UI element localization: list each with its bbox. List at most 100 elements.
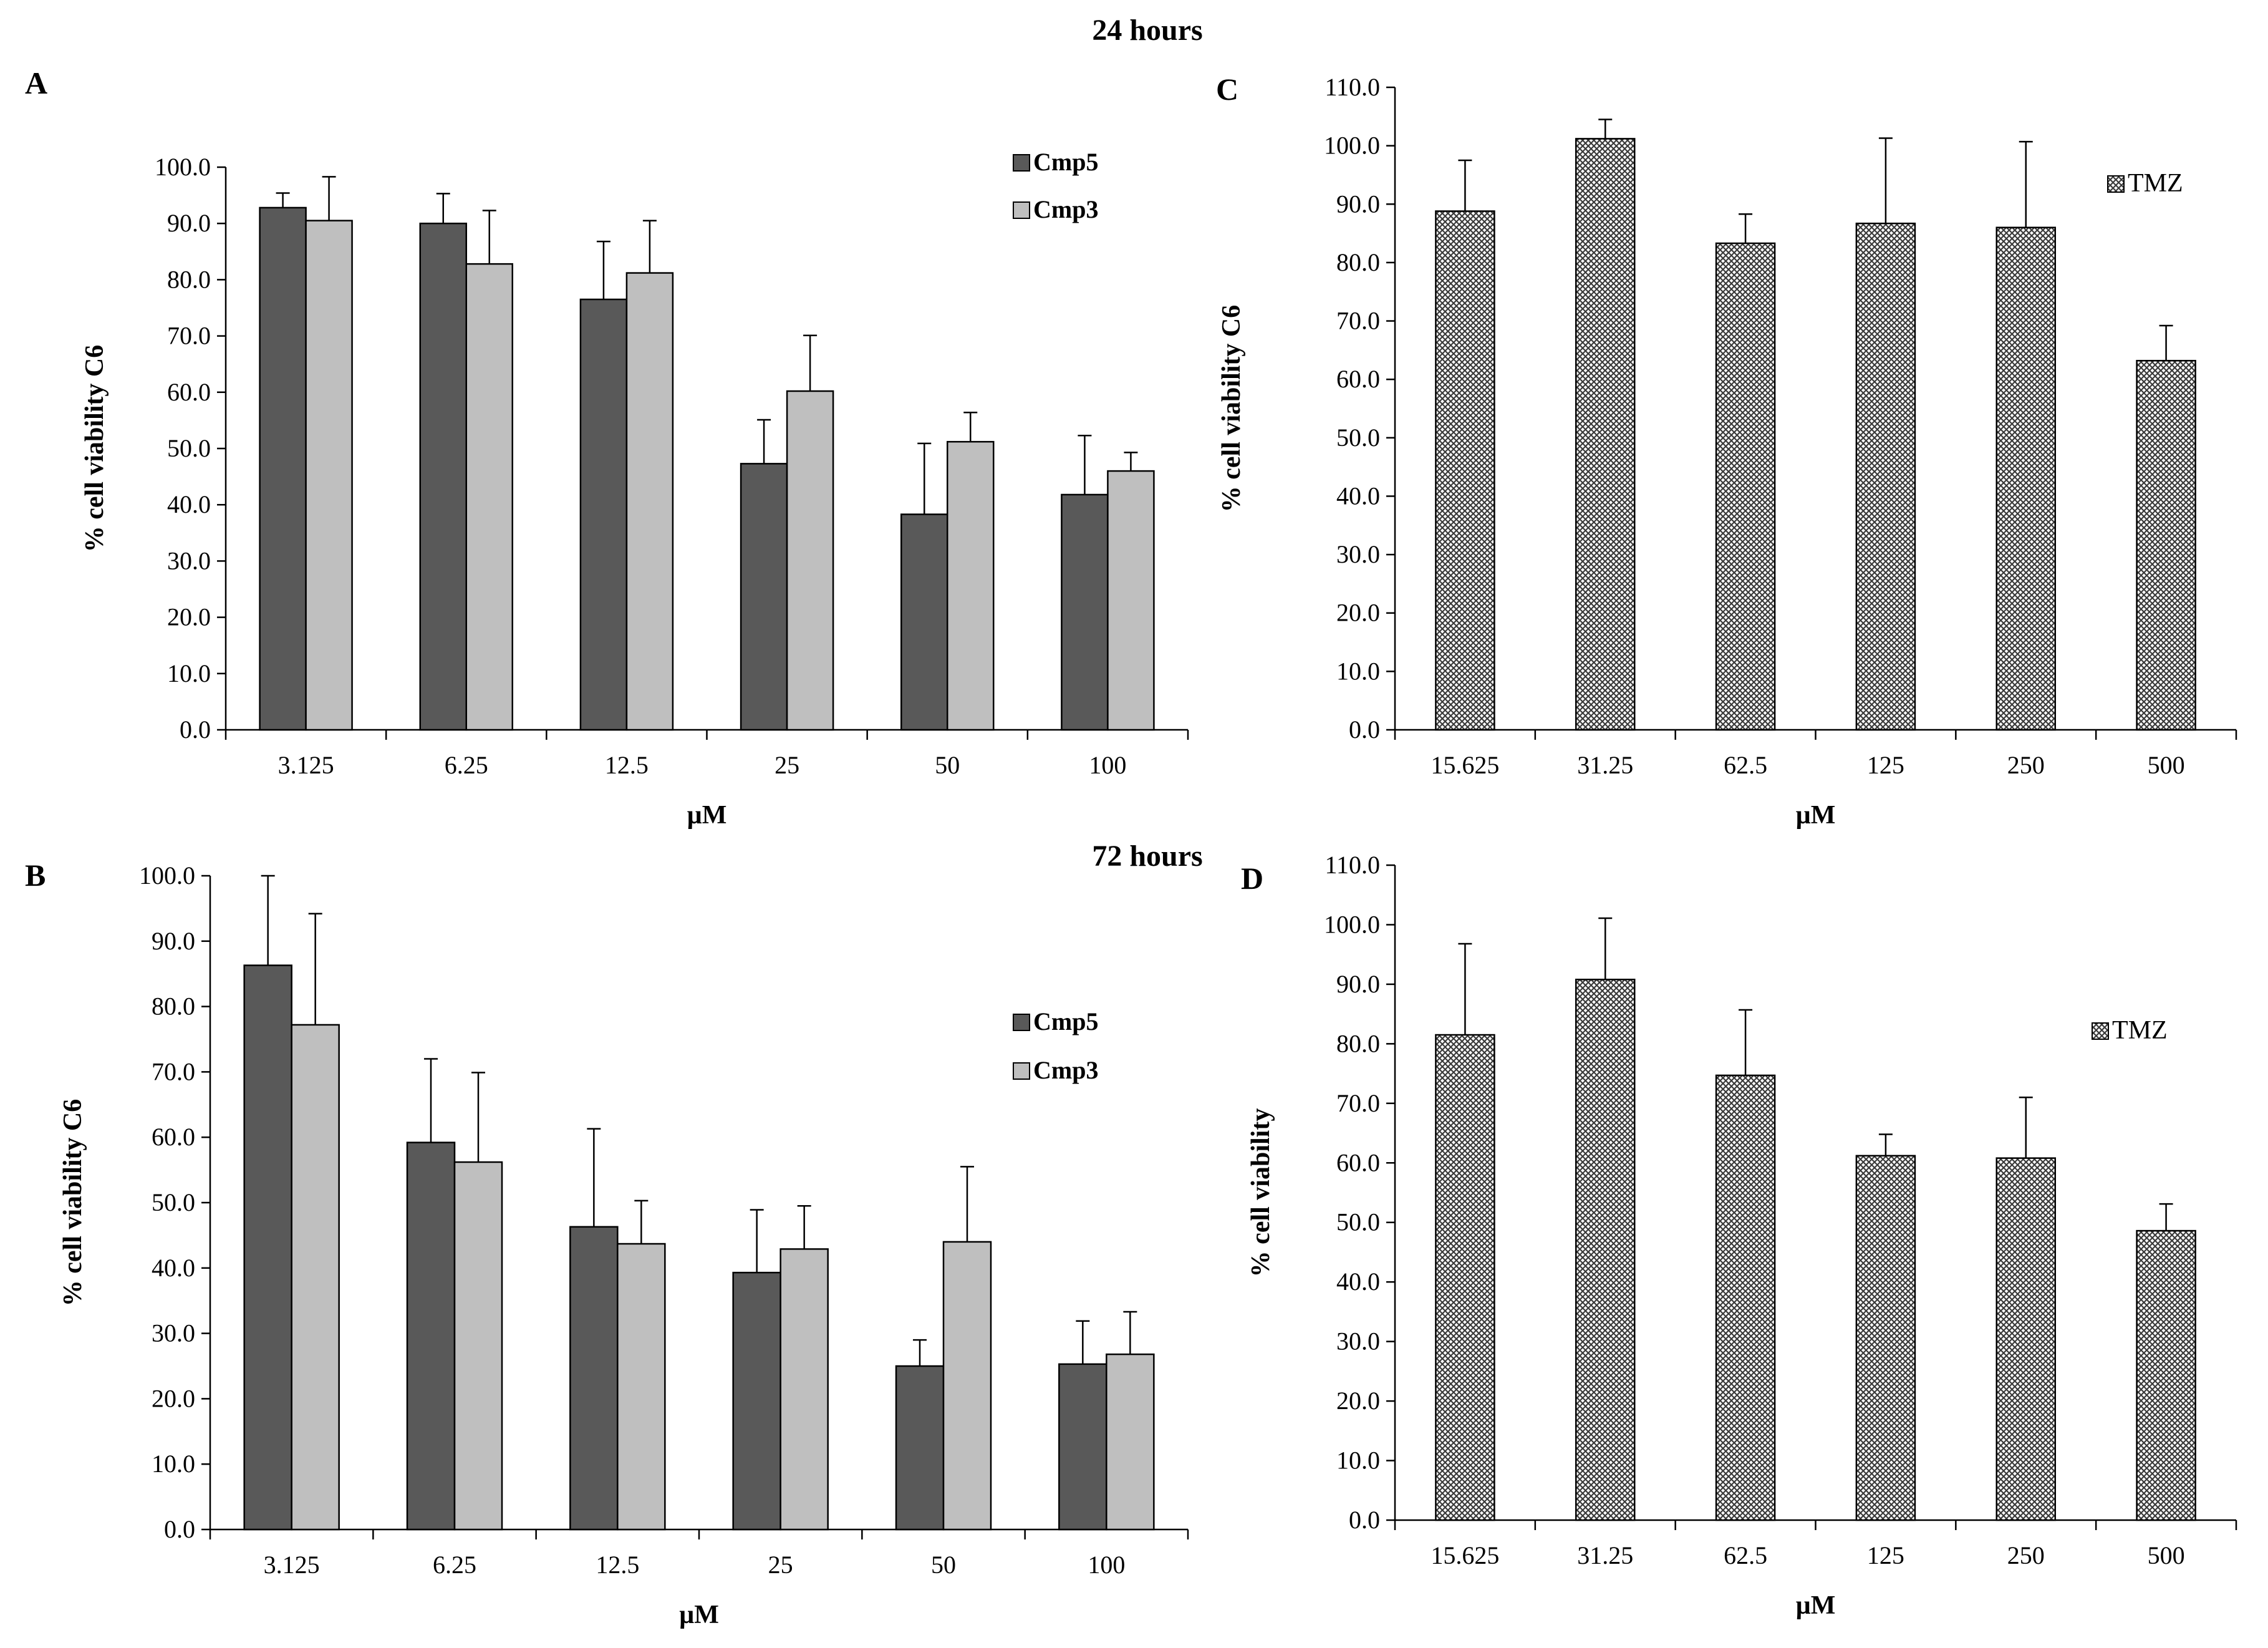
y-tick-label-a: 100.0 <box>155 153 211 181</box>
x-tick-label-b: 100 <box>1088 1551 1125 1579</box>
x-tick-label-a: 12.5 <box>605 751 649 779</box>
legend-label-d-tmz: TMZ <box>2112 1016 2168 1045</box>
y-tick-label-c: 100.0 <box>1324 132 1380 160</box>
bar-a-cmp3 <box>1107 470 1155 731</box>
legend-label-c-tmz: TMZ <box>2128 169 2183 198</box>
y-tick-label-b: 30.0 <box>152 1319 195 1347</box>
x-tick-label-c: 62.5 <box>1724 751 1767 779</box>
y-tick-label-a: 70.0 <box>167 322 211 350</box>
y-tick-label-d: 30.0 <box>1336 1327 1380 1355</box>
y-tick-label-a: 0.0 <box>180 715 211 744</box>
bar-a-cmp5 <box>1061 493 1109 731</box>
y-tick-label-b: 40.0 <box>152 1254 195 1282</box>
bar-d-tmz <box>1435 1034 1495 1521</box>
x-tick-label-a: 50 <box>935 751 960 779</box>
bar-c-tmz <box>1995 226 2056 731</box>
y-tick-label-b: 90.0 <box>152 927 195 955</box>
panel-label-c: C <box>1216 72 1238 107</box>
y-tick-label-a: 90.0 <box>167 209 211 237</box>
y-tick-label-b: 0.0 <box>164 1515 195 1543</box>
bar-b-cmp3 <box>779 1248 829 1531</box>
bar-a-cmp5 <box>419 222 467 731</box>
y-tick-label-d: 0.0 <box>1349 1506 1380 1534</box>
bar-a-cmp5 <box>740 463 788 731</box>
y-tick-label-b: 10.0 <box>152 1450 195 1478</box>
x-axis-title-d: µM <box>1796 1591 1836 1620</box>
legend-swatch-c-tmz <box>2107 175 2125 193</box>
bar-c-tmz <box>1855 222 1916 731</box>
bar-b-cmp3 <box>617 1243 666 1531</box>
bar-a-cmp3 <box>947 440 995 731</box>
y-tick-label-d: 80.0 <box>1336 1029 1380 1057</box>
panel-c-chart: C 0.0 10.0 20.0 30.0 40.0 50.0 60.0 70.0 80.0 90.0… <box>1216 72 2237 830</box>
y-tick-label-c: 10.0 <box>1336 657 1380 685</box>
y-axis-title-c: % cell viability C6 <box>1217 305 1246 512</box>
legend-swatch-b-cmp5 <box>1013 1014 1030 1031</box>
bar-c-tmz <box>1575 138 1636 731</box>
bar-b-cmp3 <box>453 1161 503 1531</box>
bar-a-cmp3 <box>625 272 674 731</box>
bar-b-cmp5 <box>895 1365 945 1531</box>
legend-swatch-b-cmp3 <box>1013 1062 1030 1080</box>
y-tick-label-b: 50.0 <box>152 1188 195 1216</box>
y-tick-label-b: 60.0 <box>152 1123 195 1151</box>
bar-b-cmp5 <box>732 1271 781 1531</box>
y-tick-label-c: 60.0 <box>1336 365 1380 393</box>
legend-label-a-cmp5: Cmp5 <box>1033 148 1098 176</box>
y-tick-label-a: 80.0 <box>167 265 211 293</box>
panel-d-chart: D 0.0 10.0 20.0 30.0 40.0 50.0 60.0 70.0 80.0 90.0… <box>1241 851 2237 1620</box>
x-tick-label-d: 31.25 <box>1577 1541 1633 1569</box>
bar-b-cmp3 <box>1106 1353 1155 1531</box>
x-tick-label-d: 15.625 <box>1431 1541 1499 1569</box>
y-tick-label-a: 50.0 <box>167 434 211 462</box>
bar-d-tmz <box>1715 1074 1776 1521</box>
y-tick-label-d: 60.0 <box>1336 1148 1380 1176</box>
panel-label-d: D <box>1241 861 1263 896</box>
x-tick-label-d: 250 <box>2007 1541 2045 1569</box>
bar-d-tmz <box>2136 1229 2196 1521</box>
time-label-24h: 24 hours <box>1092 14 1202 47</box>
legend-swatch-a-cmp3 <box>1013 201 1030 219</box>
y-tick-label-c: 70.0 <box>1336 307 1380 335</box>
x-tick-label-c: 250 <box>2007 751 2045 779</box>
x-tick-label-b: 50 <box>931 1551 956 1579</box>
x-tick-label-a: 100 <box>1089 751 1126 779</box>
legend-label-b-cmp3: Cmp3 <box>1033 1056 1098 1084</box>
x-tick-label-b: 3.125 <box>264 1551 320 1579</box>
bar-c-tmz <box>1435 210 1495 731</box>
bar-d-tmz <box>1575 979 1636 1521</box>
x-tick-label-a: 3.125 <box>278 751 334 779</box>
y-tick-label-c: 110.0 <box>1325 73 1380 101</box>
y-tick-label-a: 40.0 <box>167 490 211 518</box>
x-tick-label-d: 125 <box>1867 1541 1904 1569</box>
bar-a-cmp3 <box>305 220 353 731</box>
y-axis-title-a: % cell viability C6 <box>80 345 109 552</box>
panel-label-a: A <box>25 65 47 100</box>
panel-label-b: B <box>25 858 46 893</box>
bar-d-tmz <box>1995 1157 2056 1521</box>
x-tick-label-d: 62.5 <box>1724 1541 1767 1569</box>
y-tick-label-c: 30.0 <box>1336 540 1380 568</box>
y-tick-label-d: 50.0 <box>1336 1208 1380 1236</box>
bar-b-cmp3 <box>942 1241 992 1531</box>
y-tick-label-c: 40.0 <box>1336 482 1380 510</box>
y-tick-label-a: 20.0 <box>167 603 211 631</box>
y-tick-label-a: 10.0 <box>167 659 211 687</box>
x-tick-label-b: 6.25 <box>433 1551 476 1579</box>
y-tick-label-b: 70.0 <box>152 1057 195 1085</box>
x-axis-title-c: µM <box>1796 801 1836 830</box>
y-tick-label-b: 80.0 <box>152 992 195 1020</box>
x-tick-label-a: 6.25 <box>445 751 488 779</box>
x-tick-label-b: 12.5 <box>596 1551 639 1579</box>
bar-d-tmz <box>1855 1155 1916 1521</box>
time-label-72h: 72 hours <box>1092 840 1202 873</box>
legend-label-b-cmp5: Cmp5 <box>1033 1007 1098 1035</box>
y-tick-label-c: 80.0 <box>1336 248 1380 276</box>
y-tick-label-d: 40.0 <box>1336 1268 1380 1296</box>
legend-swatch-a-cmp5 <box>1013 154 1030 172</box>
y-tick-label-a: 60.0 <box>167 378 211 406</box>
bar-a-cmp5 <box>900 513 948 731</box>
x-tick-label-c: 15.625 <box>1431 751 1499 779</box>
bar-a-cmp3 <box>465 263 513 731</box>
